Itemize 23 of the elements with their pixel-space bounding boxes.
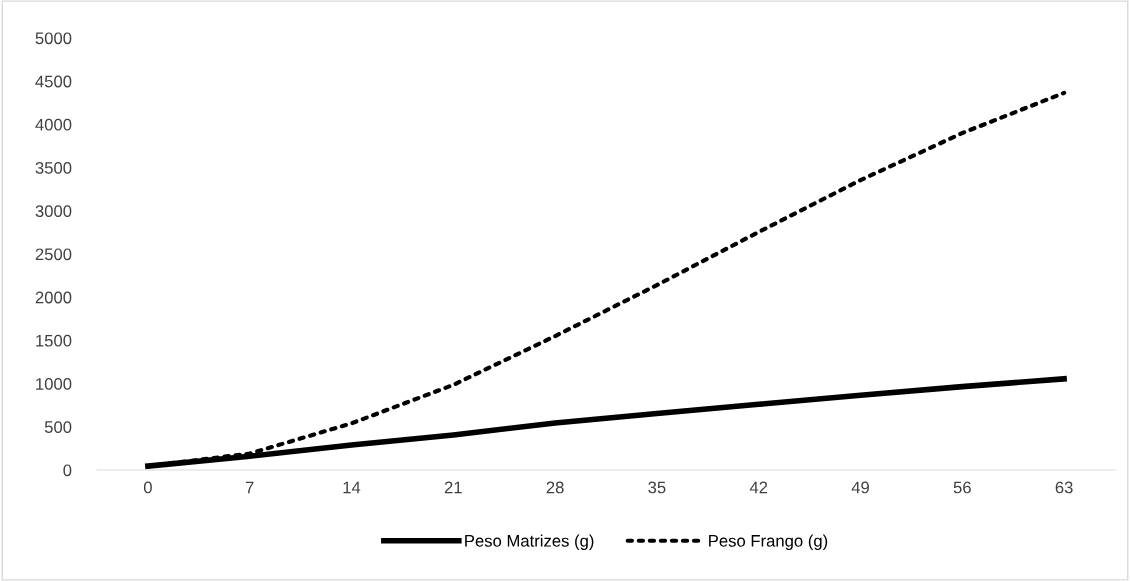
y-tick-label: 2000 (35, 291, 72, 304)
x-tick-label: 63 (1055, 481, 1073, 494)
y-tick-label: 2500 (35, 248, 72, 261)
x-tick-label: 7 (245, 481, 254, 494)
x-tick-label: 42 (749, 481, 768, 494)
y-tick-label: 3500 (35, 162, 72, 174)
y-tick-label: 0 (63, 464, 72, 477)
x-tick-label: 28 (546, 481, 564, 494)
x-tick-label: 56 (953, 481, 971, 494)
legend-label: Peso Matrizes (g) (465, 534, 594, 551)
x-tick-label: 35 (648, 481, 666, 494)
x-tick-label: 49 (851, 481, 869, 494)
y-tick-label: 1500 (36, 334, 72, 347)
y-tick-label: 500 (44, 421, 72, 433)
y-tick-label: 3000 (35, 205, 72, 217)
y-tick-label: 4000 (35, 118, 72, 131)
x-tick-label: 14 (343, 481, 361, 494)
y-tick-label: 4500 (35, 75, 72, 88)
y-tick-label: 1000 (36, 378, 72, 390)
y-tick-label: 5000 (35, 32, 72, 45)
legend-label: Peso Frango (g) (709, 534, 828, 551)
x-tick-label: 0 (143, 481, 152, 494)
x-tick-label: 21 (444, 481, 462, 494)
